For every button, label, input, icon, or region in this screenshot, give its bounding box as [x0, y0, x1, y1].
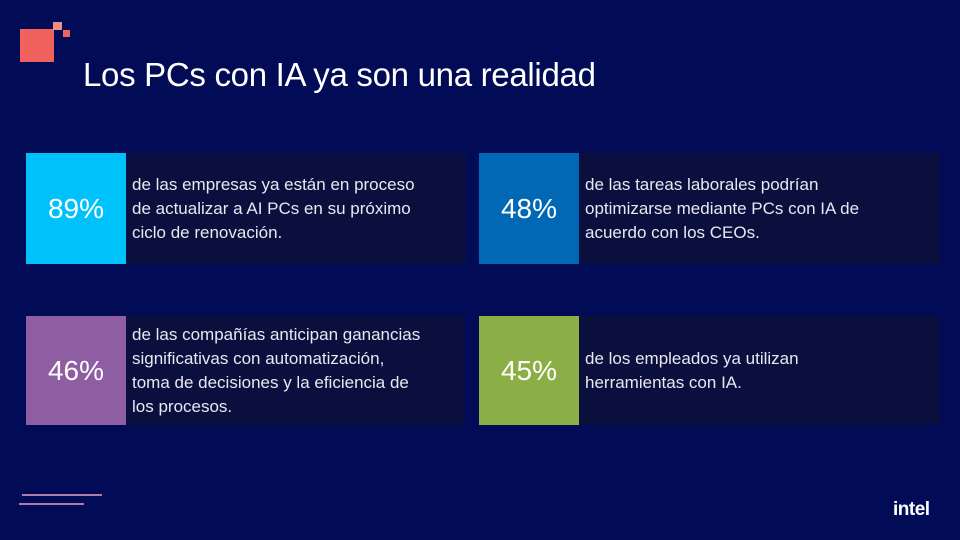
- stat-card: 48% de las tareas laborales podrían opti…: [479, 153, 940, 264]
- stat-description: de las compañías anticipan ganancias sig…: [126, 316, 430, 425]
- desc-line: acuerdo con los CEOs.: [585, 222, 760, 242]
- stat-value: 89%: [26, 153, 126, 264]
- desc-line: de los empleados ya utilizan: [585, 348, 799, 368]
- decorative-line: [19, 503, 84, 505]
- brand-square: [20, 29, 54, 62]
- brand-square-small: [63, 30, 70, 37]
- desc-line: herramientas con IA.: [585, 372, 742, 392]
- intel-logo: intel: [893, 499, 930, 520]
- stat-description: de las tareas laborales podrían optimiza…: [579, 153, 869, 264]
- desc-line: optimizarse mediante PCs con IA de: [585, 198, 860, 218]
- desc-line: de actualizar a AI PCs en su próximo: [132, 198, 411, 218]
- desc-line: significativas con automatización,: [132, 348, 385, 368]
- decorative-line: [22, 494, 102, 496]
- stat-card: 45% de los empleados ya utilizan herrami…: [479, 316, 940, 425]
- stat-description: de las empresas ya están en proceso de a…: [126, 153, 425, 264]
- stat-value: 45%: [479, 316, 579, 425]
- slide-title: Los PCs con IA ya son una realidad: [83, 56, 596, 93]
- stat-card: 89% de las empresas ya están en proceso …: [26, 153, 466, 264]
- brand-square-small: [53, 22, 62, 30]
- stat-card: 46% de las compañías anticipan ganancias…: [26, 316, 464, 425]
- desc-line: de las compañías anticipan ganancias: [132, 324, 421, 344]
- stat-value: 48%: [479, 153, 579, 264]
- desc-line: toma de decisiones y la eficiencia de: [132, 372, 409, 392]
- desc-line: de las empresas ya están en proceso: [132, 174, 415, 194]
- desc-line: de las tareas laborales podrían: [585, 174, 819, 194]
- stat-value: 46%: [26, 316, 126, 425]
- stat-description: de los empleados ya utilizan herramienta…: [579, 316, 809, 425]
- desc-line: los procesos.: [132, 396, 233, 416]
- desc-line: ciclo de renovación.: [132, 222, 283, 242]
